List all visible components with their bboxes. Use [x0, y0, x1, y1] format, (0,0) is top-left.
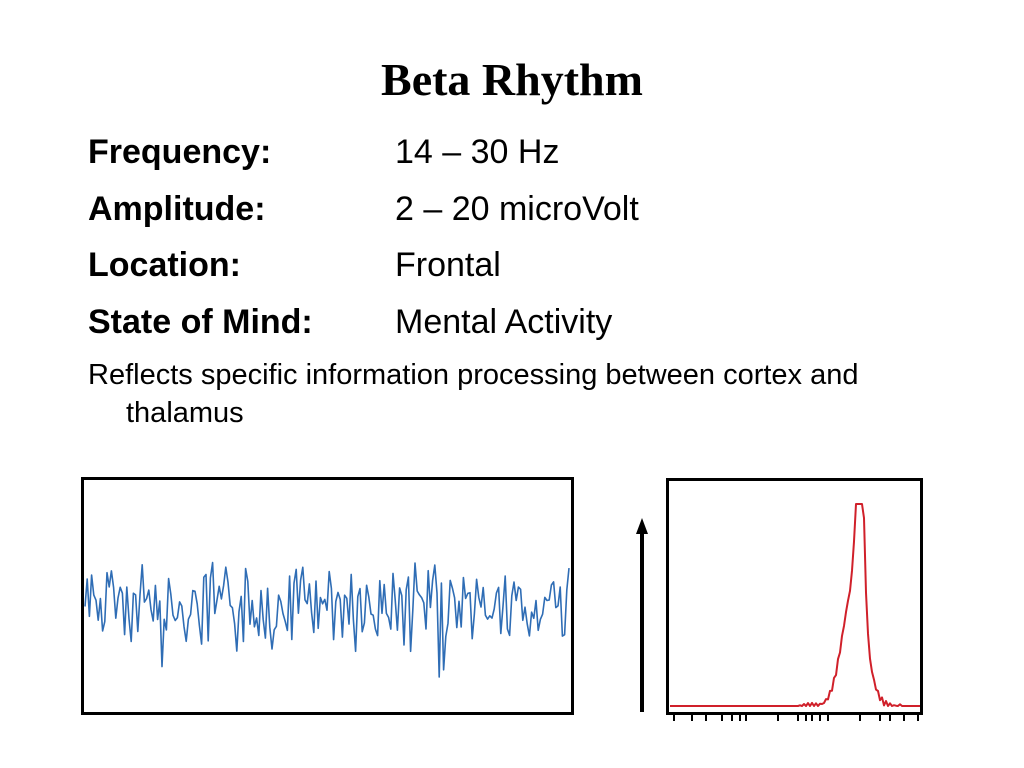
- state-of-mind-value: Mental Activity: [395, 303, 613, 341]
- power-axis-arrow-icon: [636, 518, 648, 534]
- description-note: Reflects specific information processing…: [88, 359, 859, 429]
- frequency-spectrum-plot: [636, 478, 923, 721]
- spectrum-curve: [670, 503, 920, 707]
- location-value: Frontal: [395, 246, 501, 284]
- frequency-label: Frequency:: [88, 133, 272, 171]
- frequency-value: 14 – 30 Hz: [395, 133, 560, 171]
- frequency-spectrum-figure: [628, 474, 928, 726]
- amplitude-value: 2 – 20 microVolt: [395, 190, 639, 228]
- slide-title: Beta Rhythm: [381, 54, 643, 105]
- spectrum-frame: [666, 478, 923, 715]
- eeg-waveform-figure: [81, 477, 575, 716]
- eeg-waveform-plot: [81, 477, 574, 715]
- eeg-trace: [84, 561, 570, 678]
- amplitude-label: Amplitude:: [88, 190, 266, 228]
- location-label: Location:: [88, 246, 241, 284]
- frequency-axis-ticks: [673, 712, 919, 721]
- state-of-mind-label: State of Mind:: [88, 303, 313, 341]
